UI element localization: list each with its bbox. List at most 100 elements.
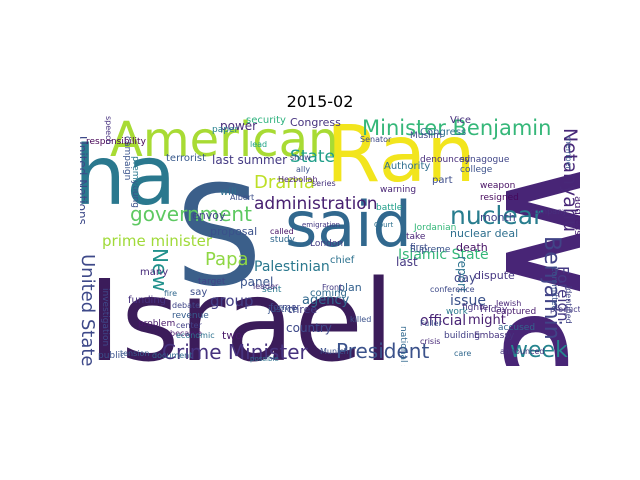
cloud-word: battle: [376, 203, 403, 213]
cloud-word: emigration: [302, 221, 341, 229]
cloud-word: Drama: [254, 172, 315, 193]
cloud-word: work: [446, 307, 468, 317]
cloud-word: warning: [380, 185, 417, 195]
cloud-word: Front: [322, 283, 343, 292]
cloud-word: first: [410, 243, 428, 253]
cloud-word: resigned: [480, 193, 519, 203]
cloud-word: envoy: [192, 209, 226, 222]
cloud-word: announced: [500, 347, 545, 356]
cloud-word: death: [456, 241, 488, 254]
cloud-word: Crime Minister: [162, 340, 308, 364]
cloud-word: Hezbollah: [278, 175, 318, 184]
cloud-word: justice: [268, 305, 298, 315]
cloud-word: national security: [398, 326, 408, 366]
cloud-word: conference: [430, 285, 475, 294]
cloud-word: Muslim: [410, 131, 442, 141]
cloud-word: killed: [350, 315, 372, 324]
cloud-word: Palestinian: [254, 259, 330, 275]
cloud-word: fire: [164, 289, 178, 298]
cloud-word: college: [460, 165, 493, 175]
cloud-word: ally: [296, 165, 311, 174]
cloud-word: premier: [130, 156, 140, 192]
cloud-word: sent: [262, 285, 282, 295]
cloud-word: Supreme: [410, 245, 451, 255]
cloud-word: London: [310, 239, 343, 249]
cloud-word: Committee: [550, 266, 559, 311]
cloud-word: called: [270, 227, 294, 236]
cloud-word: Court: [374, 221, 394, 229]
cloud-word: Fuller: [420, 319, 442, 328]
cloud-word: last: [396, 255, 418, 269]
cloud-word: S: [175, 156, 263, 317]
cloud-word: Ran: [326, 116, 476, 200]
cloud-word: Islamic State: [398, 247, 489, 263]
cloud-word: Authority: [384, 161, 431, 172]
cloud-word: address: [572, 196, 580, 236]
cloud-word: government: [130, 202, 252, 226]
cloud-word: study: [270, 235, 295, 245]
cloud-word: President: [336, 339, 430, 363]
cloud-word: two: [222, 329, 243, 342]
cloud-word: crisis: [420, 337, 441, 346]
cloud-word: power: [220, 119, 258, 133]
cloud-word: United Nations: [80, 136, 89, 225]
cloud-word: leader: [253, 282, 279, 291]
cloud-word: three: [288, 303, 318, 316]
cloud-word: take: [406, 232, 426, 242]
cloud-word: care: [454, 349, 472, 358]
cloud-word: economic: [176, 331, 215, 340]
figure-title: 2015-02: [286, 92, 354, 111]
cloud-word: fighter: [462, 303, 492, 313]
cloud-word: country: [286, 321, 332, 335]
cloud-word: Albert: [230, 193, 255, 202]
cloud-word: synagogue: [460, 155, 510, 165]
cloud-word: revenue: [172, 311, 209, 321]
cloud-word: production: [550, 305, 580, 314]
cloud-word: last summer: [212, 153, 288, 167]
cloud-word: responsibility: [86, 137, 146, 147]
cloud-word: Israel: [88, 257, 395, 366]
cloud-word: show: [290, 153, 311, 162]
cloud-word: chief: [330, 255, 355, 266]
cloud-word: center: [176, 321, 202, 330]
cloud-word: Jewish: [496, 299, 522, 308]
cloud-word: series: [312, 179, 336, 188]
cloud-word: Congress: [420, 127, 467, 138]
cloud-word: Jordanian: [414, 223, 457, 233]
cloud-word: security: [246, 116, 286, 126]
cloud-word: captured: [496, 307, 537, 317]
cloud-word: say: [190, 287, 208, 298]
cloud-word: American: [110, 116, 339, 168]
cloud-word: accused: [498, 323, 536, 333]
cloud-word: ha: [80, 129, 177, 224]
cloud-word: dispute: [474, 269, 515, 282]
cloud-word: investigation: [100, 288, 110, 347]
cloud-word: part: [432, 175, 453, 186]
cloud-word: Embassy: [474, 331, 515, 341]
cloud-word: month: [480, 211, 516, 224]
cloud-word: debate: [172, 301, 201, 310]
cloud-word: Senator: [360, 135, 392, 144]
cloud-word: problem: [138, 319, 176, 329]
cloud-word: Friday: [480, 305, 508, 315]
cloud-word: document: [152, 351, 193, 360]
cloud-word: panel: [240, 275, 274, 289]
cloud-word: former: [270, 303, 301, 313]
cloud-word: possible: [250, 355, 279, 363]
cloud-word: proposal: [210, 225, 258, 238]
cloud-word: many: [140, 267, 169, 278]
cloud-word: became: [170, 329, 203, 338]
cloud-word: Vice: [450, 116, 472, 126]
cloud-word: said: [285, 188, 412, 261]
cloud-word: week: [510, 338, 568, 363]
cloud-word: agency: [302, 293, 350, 308]
cloud-word: tension: [120, 349, 150, 358]
cloud-word: Munich: [320, 347, 349, 356]
cloud-word: administration: [254, 194, 378, 214]
cloud-word: Minister Benjamin: [362, 116, 552, 140]
cloud-word: official: [420, 313, 467, 329]
cloud-word: building: [444, 331, 481, 341]
cloud-word: issue: [450, 293, 486, 309]
cloud-word: public: [98, 351, 126, 361]
word-cloud: IsraelSRansaidwahaAmericanMinister Benja…: [80, 116, 580, 366]
